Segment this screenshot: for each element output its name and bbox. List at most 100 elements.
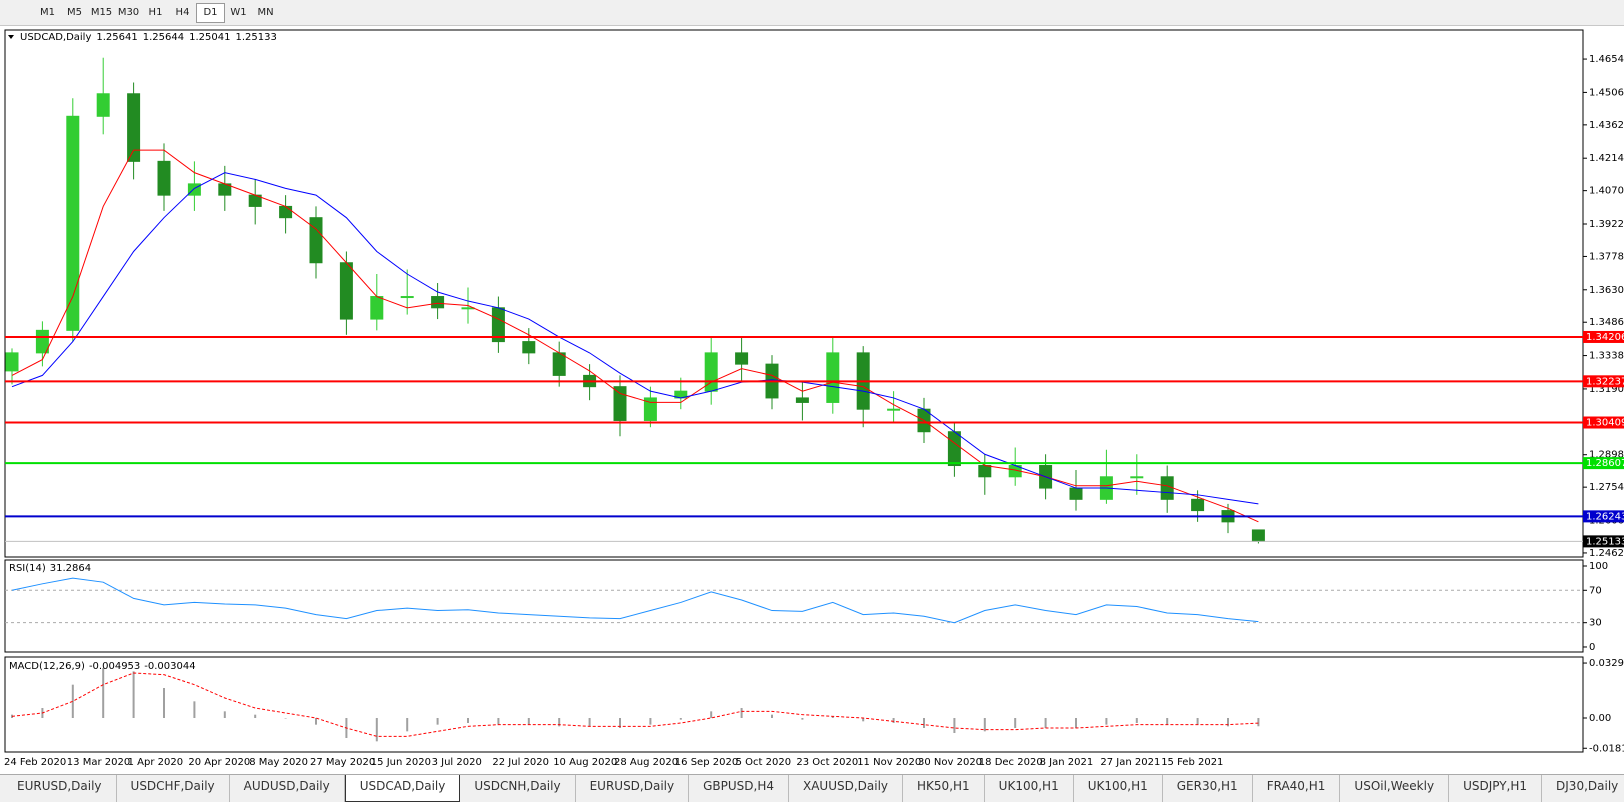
chart-tab[interactable]: USDJPY,H1 [1449, 775, 1543, 802]
candle-body [66, 115, 80, 331]
histogram-bar [467, 718, 469, 723]
panel-frame [4, 29, 1584, 558]
y-tick-label: 1.33380 [1589, 351, 1624, 362]
timeframe-toolbar: M1 M5 M15 M30 H1 H4 D1 W1 MN [0, 0, 1624, 26]
histogram-bar [375, 718, 378, 742]
y-tick-label: 30 [1589, 618, 1602, 629]
candle-body [735, 352, 749, 365]
indicator-title: RSI(14) [9, 563, 46, 574]
chart-tab[interactable]: UK100,H1 [1074, 775, 1163, 802]
level-label-box [1583, 375, 1624, 388]
histogram-bar [649, 718, 652, 725]
histogram-bar [983, 718, 986, 732]
chart-tab[interactable]: AUDUSD,Daily [230, 775, 345, 802]
x-tick-label: 8 May 2020 [249, 757, 308, 768]
signal-line [11, 672, 1259, 737]
y-tick-label: 0 [1589, 642, 1595, 653]
histogram-bar [436, 718, 439, 725]
timeframe-button[interactable]: M15 [90, 6, 113, 18]
level-label-box [1583, 416, 1624, 429]
timeframe-button[interactable]: H4 [175, 6, 190, 18]
timeframe-button[interactable]: W1 [230, 6, 247, 18]
x-tick-label: 28 Aug 2020 [614, 757, 678, 768]
x-tick-label: 18 Dec 2020 [979, 757, 1043, 768]
panel-frame [4, 559, 1584, 653]
chart-window: 1.46540 1.45060 1.43620 1.42140 1.40700 1.392… [0, 26, 1624, 774]
x-tick-label: 5 Oct 2020 [736, 757, 791, 768]
y-tick-label: 1.37780 [1589, 251, 1624, 262]
candle-body [887, 408, 901, 411]
chart-tab[interactable]: EURUSD,Daily [576, 775, 690, 802]
chart-tab[interactable]: USDCHF,Daily [117, 775, 230, 802]
histogram-bar [284, 718, 287, 719]
indicator-value: 31.2864 [50, 563, 91, 574]
level-label-box [1583, 510, 1624, 523]
x-tick-label: 23 Oct 2020 [796, 757, 858, 768]
histogram-bar [1166, 718, 1169, 725]
histogram-bar [771, 714, 773, 718]
y-tick-label: 1.27540 [1589, 482, 1624, 493]
timeframe-button[interactable]: M5 [67, 6, 82, 18]
x-tick-label: 30 Nov 2020 [918, 757, 982, 768]
timeframe-button[interactable]: MN [257, 6, 274, 18]
timeframe-button[interactable]: D1 [196, 2, 225, 23]
y-tick-label: -0.018154 [1589, 743, 1624, 754]
current-price-box [1583, 535, 1624, 548]
chart-tab[interactable]: USOil,Weekly [1340, 775, 1450, 802]
chart-background [0, 26, 1624, 774]
histogram-bar [558, 718, 561, 727]
histogram-bar [1227, 718, 1229, 727]
chart-tab[interactable]: USDCNH,Daily [460, 775, 576, 802]
candle-body [187, 183, 201, 196]
histogram-bar [892, 718, 895, 723]
timeframe-button[interactable]: M1 [40, 6, 55, 18]
histogram-bar [1135, 718, 1138, 723]
y-tick-label: 1.34860 [1589, 317, 1624, 328]
collapse-arrow [8, 35, 14, 39]
indicator-header: RSI(14) 31.2864 [9, 563, 91, 574]
histogram-bar [831, 716, 834, 718]
x-tick-label: 24 Feb 2020 [4, 757, 66, 768]
histogram-bar [406, 718, 409, 732]
histogram-bar [163, 688, 165, 718]
chart-tab[interactable]: GBPUSD,H4 [689, 775, 789, 802]
histogram-bar [1196, 718, 1199, 725]
level-label: 1.26243 [1586, 511, 1624, 522]
x-tick-label: 27 Jan 2021 [1100, 757, 1160, 768]
chart-tab[interactable]: DJ30,Daily [1542, 775, 1624, 802]
candle-body [5, 352, 19, 372]
chart-tab[interactable]: GER30,H1 [1163, 775, 1253, 802]
chart-tab[interactable]: EURUSD,Daily [3, 775, 117, 802]
candle-body [826, 352, 840, 403]
y-tick-label: 0.032972 [1589, 658, 1624, 669]
chart-header: USDCAD,Daily 1.25641 1.25644 1.25041 1.25133 [20, 32, 277, 43]
panel-frame [4, 656, 1584, 753]
candle-body [1251, 529, 1265, 542]
candle-body [552, 352, 566, 376]
x-tick-label: 15 Jun 2020 [371, 757, 431, 768]
histogram-bar [527, 718, 530, 725]
x-tick-label: 10 Aug 2020 [553, 757, 617, 768]
candle-body [1130, 476, 1144, 479]
chart-tab[interactable]: USDCAD,Daily [344, 775, 461, 802]
y-tick-label: 0.00 [1589, 713, 1611, 724]
chart-tab[interactable]: HK50,H1 [903, 775, 985, 802]
timeframe-button[interactable]: M30 [117, 6, 140, 18]
histogram-bar [953, 718, 956, 733]
chart-tab[interactable]: UK100,H1 [985, 775, 1074, 802]
histogram-bar [223, 711, 226, 718]
histogram-bar [1014, 718, 1017, 728]
x-tick-label: 22 Jul 2020 [492, 757, 549, 768]
level-label: 1.32237 [1586, 376, 1624, 387]
header-low: 1.25041 [189, 32, 230, 43]
histogram-bar [1105, 718, 1108, 725]
histogram-bar [923, 718, 925, 728]
timeframe-button[interactable]: H1 [148, 6, 163, 18]
candle-body [370, 296, 384, 320]
x-tick-label: 8 Jan 2021 [1040, 757, 1094, 768]
chart-tab[interactable]: FRA40,H1 [1253, 775, 1341, 802]
y-tick-label: 1.43620 [1589, 120, 1624, 131]
histogram-bar [679, 718, 682, 720]
x-tick-label: 15 Feb 2021 [1161, 757, 1223, 768]
chart-tab[interactable]: XAUUSD,Daily [789, 775, 904, 802]
